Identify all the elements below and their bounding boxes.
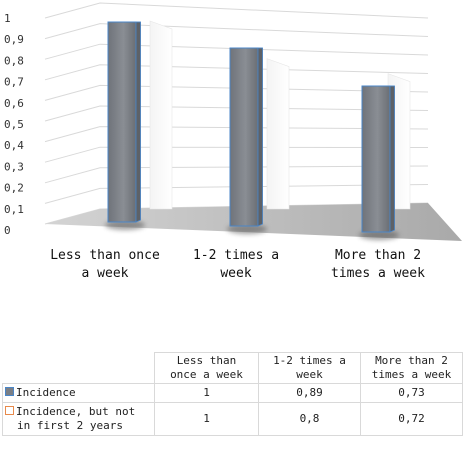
x-tick-label: week <box>220 266 251 281</box>
gridline <box>44 84 429 101</box>
x-tick-label: 1-2 times a <box>193 248 279 263</box>
legend-swatch-incidence-not-first-2-years <box>5 406 14 415</box>
bars <box>105 20 411 240</box>
data-table-header-cell: 1-2 times a week <box>258 352 361 384</box>
y-tick-label: 0,2 <box>4 182 24 195</box>
y-tick-label: 0,5 <box>4 118 24 131</box>
bar-incidence-1 <box>229 47 259 227</box>
table-row: Incidence 1 0,89 0,73 <box>2 383 463 403</box>
gridlines <box>44 2 429 225</box>
y-tick-label: 0,8 <box>4 54 24 67</box>
row-label-text: Incidence, but not <box>16 405 136 418</box>
gridline <box>44 2 429 19</box>
header-line: More than 2 <box>375 354 448 367</box>
gridline <box>44 43 429 60</box>
x-tick-label: More than 2 <box>335 248 421 263</box>
table-row: Incidence, but not in first 2 years 1 0,… <box>2 402 463 436</box>
bar-incidence-but-not-in-first-2-years-0 <box>149 20 173 210</box>
legend-swatch-incidence <box>5 387 14 396</box>
data-table: Less than once a week 1-2 times a week M… <box>2 352 463 436</box>
y-tick-label: 0,1 <box>4 203 24 216</box>
x-tick-label: times a week <box>331 266 425 281</box>
data-table-header-cell: Less than once a week <box>154 352 259 384</box>
gridline <box>44 184 429 204</box>
y-tick-label: 0 <box>4 224 11 237</box>
bar-incidence-side <box>389 85 395 233</box>
y-tick-label: 0,7 <box>4 76 24 89</box>
header-line: week <box>296 368 323 381</box>
y-tick-label: 0,9 <box>4 33 24 46</box>
table-cell: 0,8 <box>258 402 361 436</box>
row-label-incidence: Incidence <box>2 383 155 403</box>
gridline <box>44 23 429 40</box>
y-tick-label: 0,6 <box>4 97 24 110</box>
y-tick-label: 0,3 <box>4 160 24 173</box>
x-tick-label: Less than once <box>50 248 160 263</box>
bar-incidence-but-not-in-first-2-years-1 <box>266 58 290 210</box>
bar-incidence-0 <box>107 21 137 223</box>
data-table-header-cell: More than 2 times a week <box>360 352 463 384</box>
data-table-header: Less than once a week 1-2 times a week M… <box>2 352 463 384</box>
x-axis: Less than once a week 1-2 times a week More … <box>50 248 425 281</box>
table-cell: 0,72 <box>360 402 463 436</box>
row-label-incidence-not-first-2-years: Incidence, but not in first 2 years <box>2 402 155 436</box>
row-label-text: Incidence <box>16 386 76 399</box>
bar-incidence-2 <box>361 85 391 233</box>
bar-incidence-side <box>135 21 141 223</box>
table-cell: 0,89 <box>258 383 361 403</box>
header-line: 1-2 times a <box>273 354 346 367</box>
y-tick-label: 1 <box>4 12 11 25</box>
gridline <box>44 165 429 184</box>
row-label-text: in first 2 years <box>17 419 123 432</box>
y-tick-label: 0,4 <box>4 139 24 152</box>
table-cell: 1 <box>154 402 259 436</box>
gridline <box>44 64 429 81</box>
gridline <box>44 105 429 122</box>
table-cell: 0,73 <box>360 383 463 403</box>
bar-incidence-side <box>257 47 263 227</box>
table-cell: 1 <box>154 383 259 403</box>
header-line: times a week <box>371 368 452 381</box>
gridline <box>44 146 429 163</box>
gridline <box>44 126 429 143</box>
x-tick-label: a week <box>82 266 129 281</box>
y-axis: 0 0,1 0,2 0,3 0,4 0,5 0,6 0,7 0,8 0,9 1 <box>4 12 24 237</box>
data-table-corner <box>2 352 155 384</box>
chart: 0 0,1 0,2 0,3 0,4 0,5 0,6 0,7 0,8 0,9 1 Less than … <box>4 2 462 281</box>
header-line: Less than <box>176 354 237 367</box>
header-line: once a week <box>170 368 243 381</box>
